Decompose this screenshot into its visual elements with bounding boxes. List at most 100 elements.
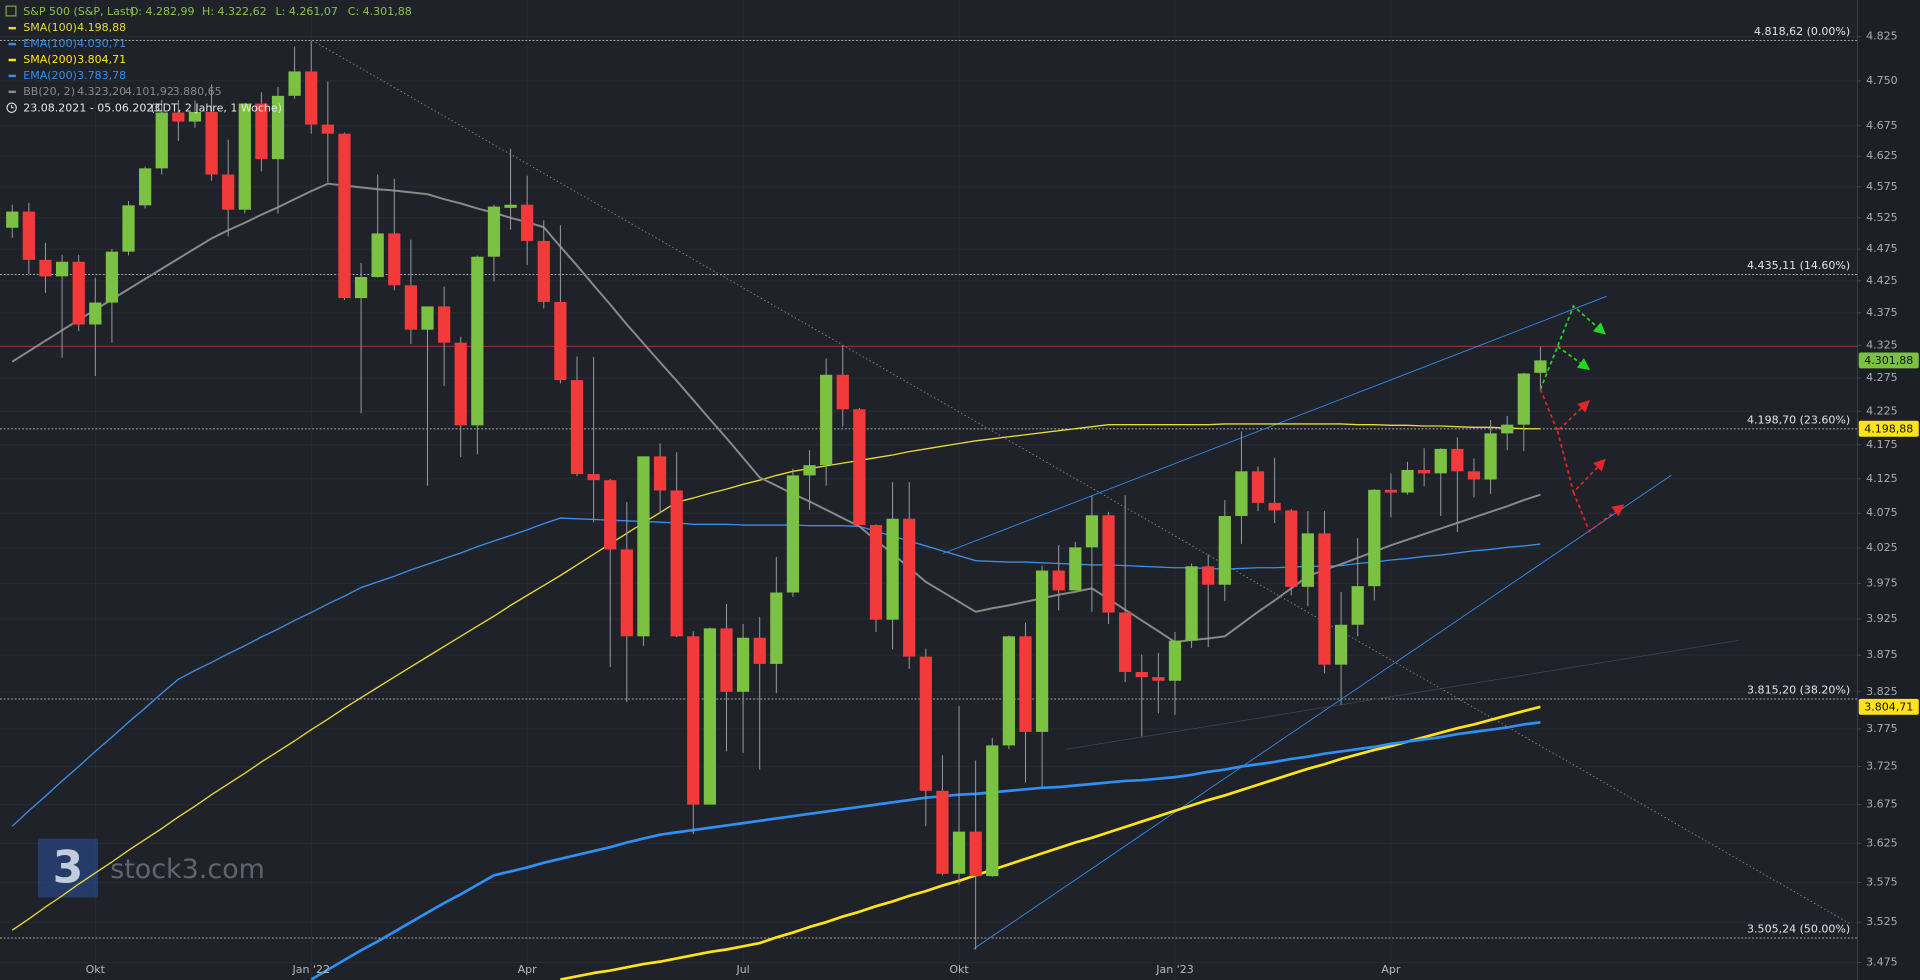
- candle-body: [554, 301, 567, 381]
- candle-body: [1251, 471, 1265, 503]
- axis-background: [1857, 0, 1920, 980]
- legend-name: SMA(100): [23, 21, 77, 34]
- price-marker-label: 4.198,88: [1864, 422, 1913, 435]
- legend-name: EMA(200): [23, 69, 77, 82]
- candle-body: [620, 549, 633, 637]
- candle-body: [1135, 671, 1148, 678]
- candle-body: [354, 276, 368, 299]
- y-tick-label: 4.525: [1866, 211, 1898, 224]
- candles: [6, 40, 1547, 950]
- y-tick-label: 3.925: [1866, 612, 1898, 625]
- candle-body: [820, 374, 833, 466]
- x-tick-label: Jan '22: [291, 963, 330, 976]
- level-label: 4.818,62 (0.00%): [1754, 25, 1850, 38]
- candle-body: [288, 71, 301, 96]
- instrument-icon: [5, 5, 17, 17]
- date-note: (CDT, 2 Jahre, 1 Woche): [151, 101, 282, 114]
- legend-name: SMA(200): [23, 53, 77, 66]
- candle-body: [487, 206, 501, 257]
- candle-body: [338, 133, 351, 299]
- candle-body: [986, 745, 999, 877]
- candle-body: [1517, 373, 1530, 425]
- y-tick-label: 3.475: [1866, 955, 1898, 968]
- candle-body: [1002, 636, 1015, 746]
- y-tick-label: 3.825: [1866, 685, 1898, 698]
- candle-body: [1418, 469, 1431, 474]
- trendline: [973, 474, 1672, 950]
- y-tick-label: 4.275: [1866, 371, 1898, 384]
- price-marker-label: 3.804,71: [1864, 700, 1913, 713]
- candle-body: [139, 168, 152, 206]
- candle-body: [305, 71, 318, 125]
- candle-body: [1218, 515, 1231, 585]
- forecast-arrows: [1539, 304, 1625, 533]
- candle-body: [1235, 471, 1248, 516]
- y-tick-label: 3.975: [1866, 576, 1898, 589]
- candle-body: [271, 95, 285, 160]
- candle-body: [238, 103, 251, 210]
- y-tick-label: 4.175: [1866, 438, 1898, 451]
- price-marker: [1858, 352, 1919, 369]
- trendlines: [312, 40, 1852, 950]
- candle-body: [1534, 360, 1547, 373]
- candle-body: [736, 637, 750, 692]
- candle-body: [1401, 469, 1414, 493]
- candle-body: [155, 112, 168, 169]
- y-tick-label: 4.325: [1866, 338, 1898, 351]
- y-tick-label: 4.475: [1866, 242, 1898, 255]
- candle-body: [653, 456, 667, 491]
- candle-body: [969, 831, 982, 877]
- candle-body: [421, 306, 434, 330]
- candle-body: [1451, 448, 1464, 472]
- watermark-logo-box: [37, 838, 98, 898]
- x-tick-label: Apr: [518, 963, 538, 976]
- forecast-arrow: [1539, 304, 1606, 390]
- y-tick-label: 4.750: [1866, 74, 1898, 87]
- candle-body: [753, 637, 766, 664]
- x-tick-label: Jan '23: [1155, 963, 1194, 976]
- y-tick-label: 4.375: [1866, 306, 1898, 319]
- levels: 4.818,62 (0.00%) 4.435,11 (14.60%) 4.198,7…: [0, 25, 1858, 939]
- candle-body: [604, 480, 617, 550]
- price-marker: [1858, 698, 1919, 715]
- candle-body: [1268, 502, 1281, 511]
- watermark-text: stock3.com: [110, 854, 265, 885]
- level-label: 3.815,20 (38.20%): [1747, 683, 1850, 696]
- y-tick-label: 4.125: [1866, 472, 1898, 485]
- candle-body: [471, 256, 484, 426]
- candle-body: [919, 656, 932, 791]
- candle-body: [537, 240, 550, 302]
- legend-name: BB(20, 2): [23, 85, 75, 98]
- candle-body: [936, 790, 949, 874]
- y-tick-label: 3.775: [1866, 722, 1898, 735]
- candle-body: [1318, 533, 1331, 665]
- candle-body: [903, 518, 916, 657]
- y-tick-label: 4.075: [1866, 506, 1898, 519]
- legend-name: EMA(100): [23, 37, 77, 50]
- legend-value: 3.804,71: [77, 53, 126, 66]
- candle-body: [205, 111, 218, 175]
- indicator-line: [11, 423, 1541, 931]
- x-tick-label: Okt: [949, 963, 969, 976]
- ohlc-label: C: 4.301,88: [348, 5, 412, 18]
- candle-body: [1102, 515, 1115, 613]
- candle-body: [521, 204, 534, 241]
- candle-body: [1285, 510, 1298, 587]
- y-tick-label: 3.525: [1866, 915, 1898, 928]
- candle-body: [587, 474, 600, 481]
- candle-body: [1185, 566, 1198, 641]
- trendline: [1065, 640, 1739, 750]
- y-tick-label: 3.625: [1866, 836, 1898, 849]
- forecast-arrow: [1572, 491, 1625, 533]
- candle-body: [188, 111, 202, 122]
- legend-value: 3.783,78: [77, 69, 126, 82]
- candle-body: [1368, 489, 1381, 587]
- candle-body: [122, 205, 135, 252]
- ohlc-label: O: 4.282,99: [130, 5, 195, 18]
- candle-body: [105, 251, 119, 303]
- candle-body: [222, 174, 235, 210]
- candle-body: [836, 374, 849, 410]
